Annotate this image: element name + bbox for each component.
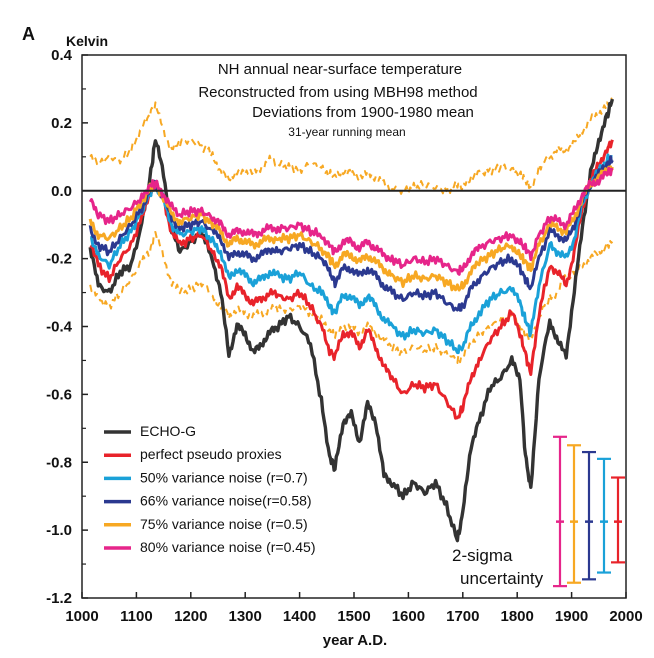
uncertainty-bars: [553, 435, 625, 588]
annotation-line-2: uncertainty: [460, 569, 544, 588]
y-tick-label: 0.0: [51, 183, 72, 200]
uncertainty-bar-80%: [553, 435, 567, 588]
y-tick-label: -1.0: [46, 522, 72, 539]
title-line-1: NH annual near-surface temperature: [218, 61, 462, 78]
legend-item-label: ECHO-G: [140, 423, 196, 439]
legend-item-label: perfect pseudo proxies: [140, 446, 282, 462]
y-ticks: -1.2 -1.0 -0.8 -0.6 -0.4 -0.2 0.0 0.2 0.4: [46, 47, 88, 607]
uncertainty-bar-50%: [597, 457, 611, 574]
title-line-4: 31-year running mean: [288, 125, 405, 139]
y-tick-label: -0.8: [46, 454, 72, 471]
x-tick-label: 1200: [174, 608, 207, 625]
y-tick-label: -0.6: [46, 386, 72, 403]
legend: ECHO-G perfect pseudo proxies 50% variance…: [104, 423, 316, 555]
y-tick-label: -1.2: [46, 590, 72, 607]
legend-item-label: 66% variance noise(r=0.58): [140, 493, 312, 509]
x-tick-label: 2000: [609, 608, 642, 625]
x-tick-label: 1300: [229, 608, 262, 625]
chart-title: NH annual near-surface temperature Recon…: [198, 61, 477, 139]
y-tick-label: -0.2: [46, 251, 72, 268]
x-ticks: 1000 1100 1200 1300 1400 1500 1600 1700 1800 1900…: [65, 592, 643, 625]
series-line-5: [88, 166, 614, 276]
y-axis-unit-label: Kelvin: [66, 33, 108, 49]
series-layer: [88, 97, 615, 543]
legend-item-label: 50% variance noise (r=0.7): [140, 469, 308, 485]
x-axis-label: year A.D.: [323, 632, 387, 649]
series-line-1: [89, 139, 614, 420]
x-tick-label: 1500: [337, 608, 370, 625]
y-tick-label: 0.2: [51, 115, 72, 132]
series-line-4: [88, 165, 614, 292]
x-tick-label: 1800: [501, 608, 534, 625]
x-tick-label: 1400: [283, 608, 316, 625]
series-line-7: [89, 231, 614, 364]
annotation-line-1: 2-sigma: [452, 546, 513, 565]
x-tick-label: 1900: [555, 608, 588, 625]
title-line-3: Deviations from 1900-1980 mean: [252, 104, 474, 121]
panel-label: A: [22, 24, 35, 44]
x-tick-label: 1100: [120, 608, 153, 625]
y-tick-label: 0.4: [51, 47, 73, 64]
legend-item-label: 75% variance noise (r=0.5): [140, 516, 308, 532]
uncertainty-bar-75%: [567, 444, 581, 584]
uncertainty-bar-perfect: [611, 476, 625, 564]
series-line-0: [88, 98, 615, 543]
x-tick-label: 1600: [392, 608, 425, 625]
y-tick-label: -0.4: [46, 319, 73, 336]
uncertainty-annotation: 2-sigma uncertainty: [452, 546, 544, 588]
x-tick-label: 1700: [446, 608, 479, 625]
x-tick-label: 1000: [65, 608, 98, 625]
series-line-6: [89, 97, 614, 195]
uncertainty-bar-66%: [582, 450, 596, 581]
legend-item-label: 80% variance noise (r=0.45): [140, 539, 316, 555]
title-line-2: Reconstructed from using MBH98 method: [198, 84, 477, 101]
